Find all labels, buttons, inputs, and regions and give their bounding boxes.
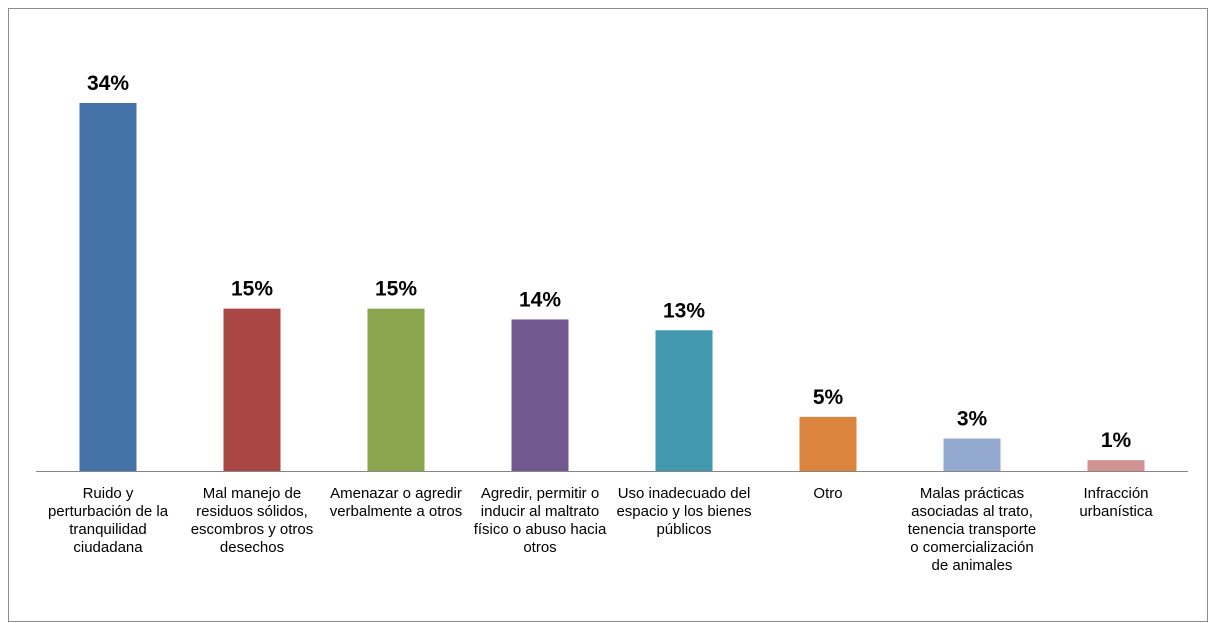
value-label-2: 15%: [231, 278, 273, 301]
value-label-1: 34%: [87, 72, 129, 95]
category-label-6: Otro: [813, 485, 843, 502]
bar-6: [799, 416, 857, 471]
bar-7: [943, 438, 1001, 471]
category-label-1: Ruido y perturbación de la tranquilidad …: [47, 485, 169, 556]
chart-frame: [8, 8, 1208, 622]
value-label-8: 1%: [1101, 429, 1132, 452]
category-label-5: Uso inadecuado del espacio y los bienes …: [616, 485, 752, 538]
bar-5: [655, 330, 713, 471]
value-label-3: 15%: [375, 278, 417, 301]
category-label-7: Malas prácticas asociadas al trato, tene…: [907, 485, 1037, 574]
bar-8: [1087, 460, 1145, 471]
category-label-2: Mal manejo de residuos sólidos, escombro…: [190, 485, 314, 556]
bar-4: [511, 319, 569, 471]
bar-2: [223, 308, 281, 471]
bars-group: [79, 103, 1145, 471]
category-label-8: Infracción urbanística: [1079, 485, 1153, 520]
value-label-5: 13%: [663, 299, 705, 322]
bar-3: [367, 308, 425, 471]
value-label-6: 5%: [813, 386, 844, 409]
category-label-4: Agredir, permitir o inducir al maltrato …: [473, 485, 607, 556]
bar-1: [79, 103, 137, 471]
value-label-7: 3%: [957, 408, 988, 431]
value-label-4: 14%: [519, 288, 561, 311]
category-label-3: Amenazar o agredir verbalmente a otros: [329, 485, 463, 520]
value-labels-group: 34% 15% 15% 14% 13% 5% 3% 1%: [87, 72, 1132, 452]
